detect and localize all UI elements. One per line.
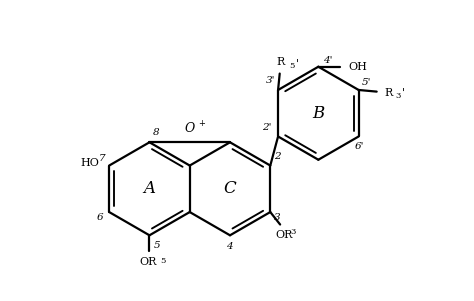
Text: 5: 5 — [153, 241, 160, 250]
Text: ': ' — [296, 59, 299, 69]
Text: O: O — [184, 122, 195, 135]
Text: 5: 5 — [160, 257, 165, 265]
Text: 3': 3' — [266, 76, 275, 85]
Text: 4': 4' — [323, 55, 332, 64]
Text: 6': 6' — [355, 142, 365, 151]
Text: OR: OR — [140, 257, 157, 267]
Text: HO: HO — [81, 158, 100, 168]
Text: C: C — [224, 180, 237, 197]
Text: 2': 2' — [262, 123, 272, 132]
Text: 7: 7 — [99, 154, 105, 163]
Text: OR: OR — [276, 230, 293, 240]
Text: 4: 4 — [226, 242, 232, 251]
Text: B: B — [312, 105, 325, 122]
Text: OH: OH — [348, 62, 367, 72]
Text: 3: 3 — [395, 92, 401, 100]
Text: +: + — [198, 119, 205, 128]
Text: 3: 3 — [274, 213, 281, 222]
Text: 3: 3 — [290, 228, 295, 236]
Text: 6: 6 — [97, 213, 104, 222]
Text: ': ' — [402, 88, 405, 98]
Text: A: A — [144, 180, 155, 197]
Text: 5': 5' — [361, 78, 371, 87]
Text: R: R — [385, 88, 393, 98]
Text: 2: 2 — [274, 152, 281, 161]
Text: 8: 8 — [153, 128, 160, 137]
Text: R: R — [277, 57, 285, 67]
Text: 5: 5 — [289, 62, 294, 70]
